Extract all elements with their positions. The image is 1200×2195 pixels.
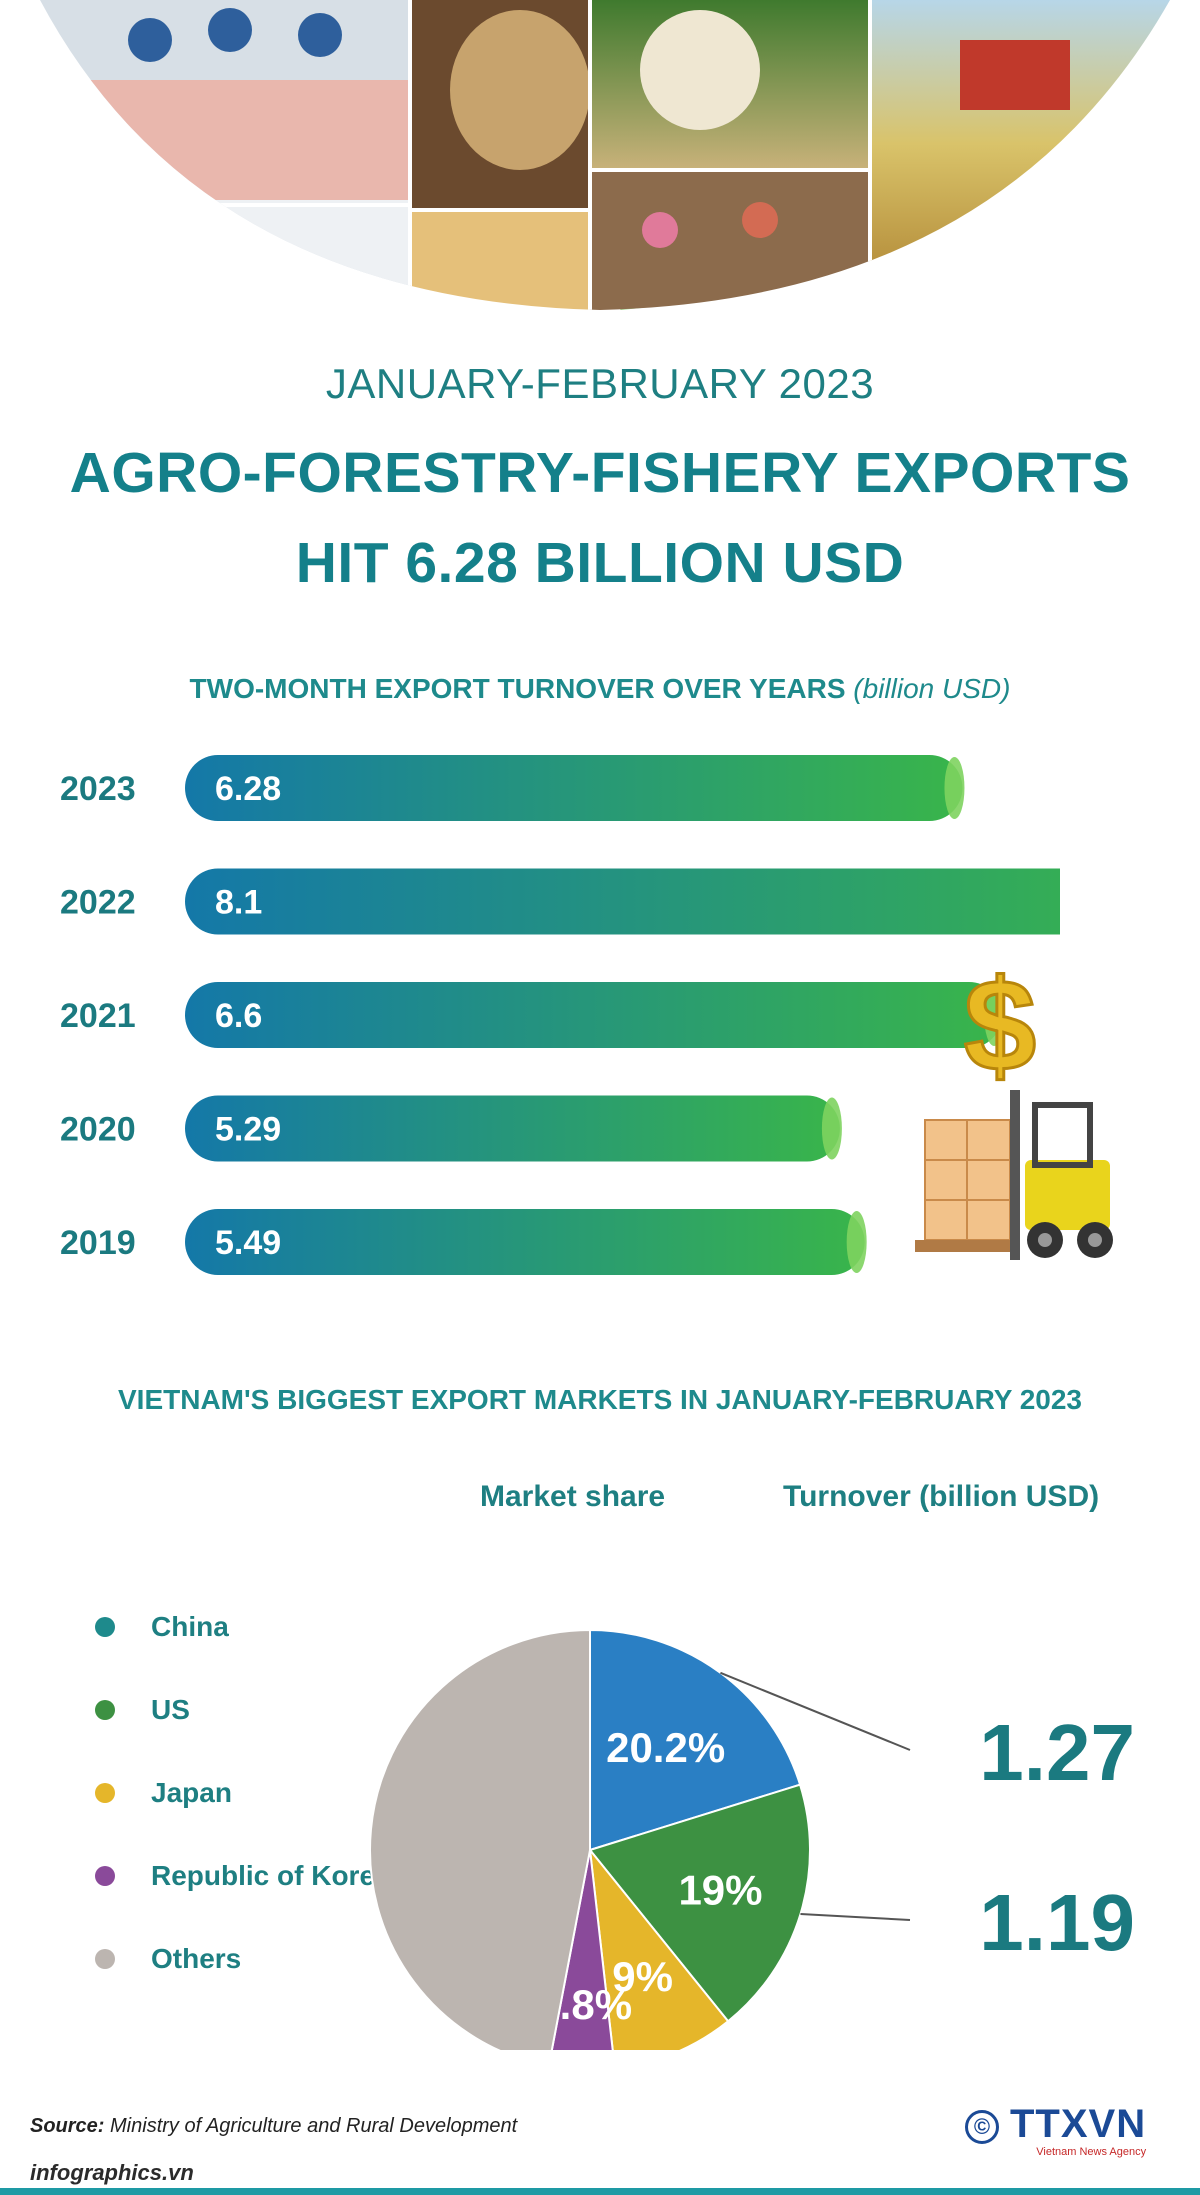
bar-2022 <box>185 868 1060 935</box>
turnover-leader-line <box>720 1671 911 1751</box>
legend-dot <box>95 1948 115 1969</box>
bar-value-label: 5.49 <box>215 1224 281 1262</box>
legend-label: US <box>151 1693 190 1725</box>
pie-slice-china <box>589 1628 802 1852</box>
source-note: Source: Ministry of Agriculture and Rura… <box>30 2115 517 2138</box>
footer-line <box>0 2188 1200 2195</box>
turnover-leader-line <box>800 1913 911 1921</box>
bar-value-label: 6.28 <box>215 770 281 808</box>
turnover-value: 0.3 <box>366 2048 477 2050</box>
svg-text:$: $ <box>964 960 1036 1098</box>
turnover-header: Turnover (billion USD) <box>783 1480 1100 1513</box>
pie-chart-title: VIETNAM'S BIGGEST EXPORT MARKETS IN JANU… <box>118 1384 1082 1415</box>
market-share-header: Market share <box>480 1480 666 1513</box>
copyright-icon: © <box>965 2110 999 2144</box>
legend-dot <box>95 1699 115 1720</box>
bar-chart-title: TWO-MONTH EXPORT TURNOVER OVER YEARS (bi… <box>0 673 1200 705</box>
bar-value-label: 5.29 <box>215 1111 281 1149</box>
forklift-dollar-illustration: $ <box>915 960 1113 1260</box>
legend-item-us: US <box>95 1668 391 1751</box>
pie-slice-others <box>369 1628 591 2050</box>
bar-cap <box>984 984 1005 1046</box>
legend-dot <box>95 1616 115 1637</box>
bar-year-label: 2021 <box>60 997 136 1035</box>
bar-chart-unit: (billion USD) <box>853 673 1011 704</box>
bar-value-label: 8.1 <box>215 884 262 922</box>
ttxvn-logo: TTXVN Vietnam News Agency <box>1010 2104 1146 2158</box>
bar-year-label: 2023 <box>60 770 136 808</box>
legend-dot <box>95 1782 115 1803</box>
pie-share-label: 20.2% <box>606 1724 725 1771</box>
legend-item-japan: Japan <box>95 1751 391 1834</box>
pie-legend: China US Japan Republic of Korea Others <box>95 1585 391 2000</box>
headline-line-2: HIT 6.28 BILLION USD <box>295 531 905 595</box>
source-label: Source: <box>30 2115 105 2137</box>
bar-year-label: 2020 <box>60 1111 136 1149</box>
legend-label: China <box>151 1610 229 1642</box>
logo-subtitle: Vietnam News Agency <box>1036 2146 1147 2158</box>
legend-dot <box>95 1865 115 1886</box>
bar-2021 <box>185 982 1003 1048</box>
bar-2023 <box>185 755 963 821</box>
pie-slice-japan <box>588 1846 730 2050</box>
bar-2020 <box>185 1095 840 1162</box>
turnover-value: 0.56 <box>979 2048 1135 2050</box>
headline-line-1: AGRO-FORESTRY-FISHERY EXPORTS <box>69 441 1131 505</box>
legend-item-korea: Republic of Korea <box>95 1834 391 1917</box>
bar-cap <box>821 1097 842 1160</box>
legend-label: Others <box>151 1942 242 1974</box>
pie-share-label: 9% <box>612 1953 673 2000</box>
pie-share-label: 19% <box>678 1867 762 1914</box>
bar-year-label: 2022 <box>60 884 136 922</box>
legend-item-china: China <box>95 1585 391 1668</box>
bar-cap <box>944 757 965 819</box>
legend-label: Republic of Korea <box>151 1859 391 1891</box>
site-name: infographics.vn <box>30 2160 194 2185</box>
period-title: JANUARY-FEBRUARY 2023 <box>325 360 875 407</box>
legend-item-others: Others <box>95 1917 391 2000</box>
bar-chart-title-text: TWO-MONTH EXPORT TURNOVER OVER YEARS <box>189 673 846 704</box>
bar-2019 <box>185 1209 865 1275</box>
logo-text: TTXVN <box>1010 2102 1147 2146</box>
legend-label: Japan <box>151 1776 232 1808</box>
pie-slice-republic-of-korea <box>550 1849 614 2050</box>
header-photo-collage <box>0 0 1200 320</box>
pie-slice-us <box>588 1783 811 2023</box>
bar-cap <box>846 1211 867 1273</box>
export-turnover-bar-chart: 2023 6.28 2022 8.1 2021 6.6 2020 5.29 2019 5.49 <box>60 755 1060 1275</box>
turnover-value: 1.19 <box>979 1878 1135 1967</box>
bar-year-label: 2019 <box>60 1224 136 1262</box>
bar-value-label: 6.6 <box>215 997 262 1035</box>
source-text: Ministry of Agriculture and Rural Develo… <box>104 2115 518 2137</box>
turnover-value: 1.27 <box>979 1708 1135 1797</box>
